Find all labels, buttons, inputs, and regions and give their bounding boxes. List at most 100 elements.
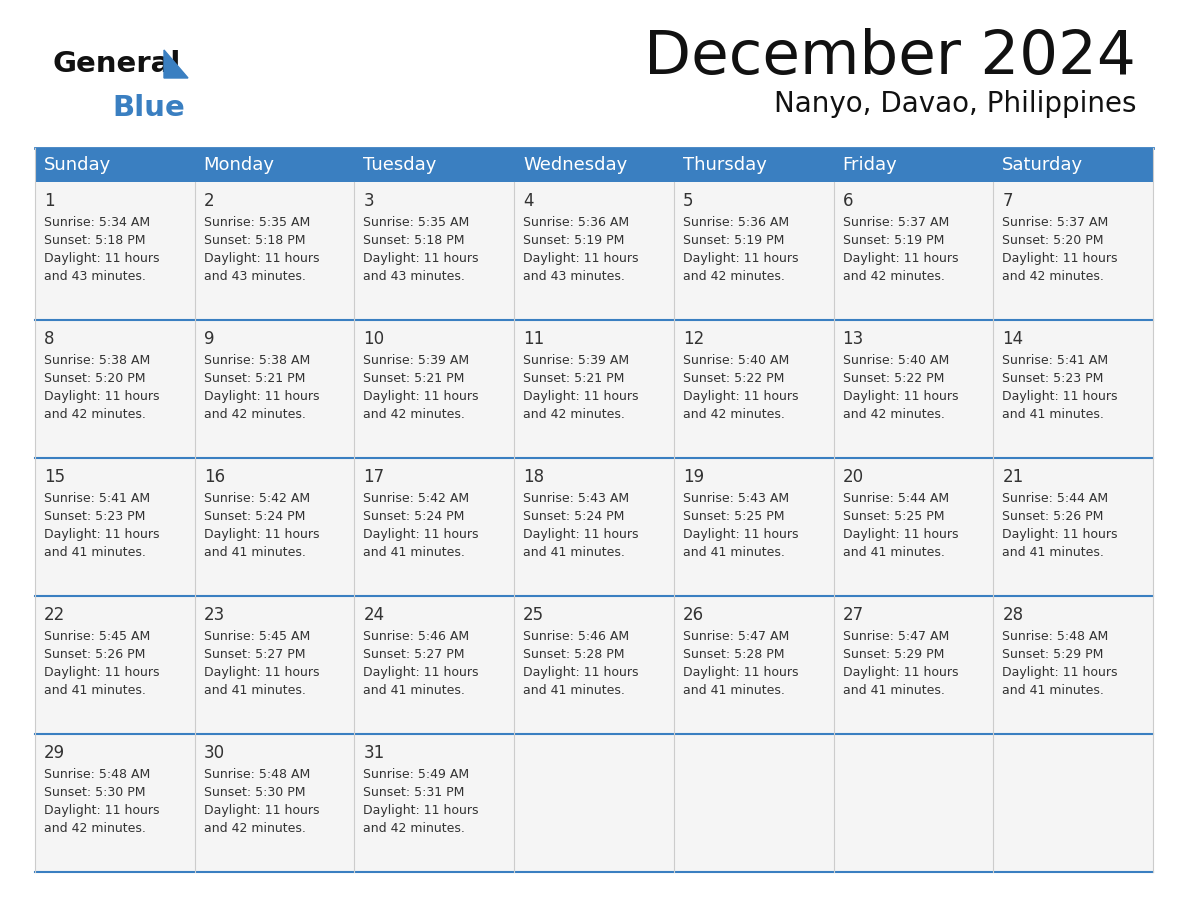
Text: Sunset: 5:22 PM: Sunset: 5:22 PM [842, 372, 944, 385]
Text: Sunrise: 5:34 AM: Sunrise: 5:34 AM [44, 216, 150, 229]
Text: 6: 6 [842, 192, 853, 210]
Text: Sunset: 5:26 PM: Sunset: 5:26 PM [1003, 510, 1104, 523]
Text: and 42 minutes.: and 42 minutes. [203, 822, 305, 835]
Text: and 42 minutes.: and 42 minutes. [842, 270, 944, 283]
Text: Daylight: 11 hours: Daylight: 11 hours [523, 528, 639, 541]
Text: Sunset: 5:19 PM: Sunset: 5:19 PM [523, 234, 625, 247]
Text: and 42 minutes.: and 42 minutes. [683, 408, 785, 421]
Text: Sunset: 5:18 PM: Sunset: 5:18 PM [203, 234, 305, 247]
Text: 3: 3 [364, 192, 374, 210]
Text: and 41 minutes.: and 41 minutes. [523, 684, 625, 697]
Text: Sunset: 5:30 PM: Sunset: 5:30 PM [203, 786, 305, 799]
Bar [34, 182, 195, 320]
Text: 9: 9 [203, 330, 214, 348]
Bar [195, 148, 354, 182]
Bar [354, 182, 514, 320]
Text: Sunset: 5:19 PM: Sunset: 5:19 PM [683, 234, 784, 247]
Text: and 41 minutes.: and 41 minutes. [683, 546, 785, 559]
Text: 12: 12 [683, 330, 704, 348]
Text: Daylight: 11 hours: Daylight: 11 hours [523, 666, 639, 679]
Text: Sunrise: 5:44 AM: Sunrise: 5:44 AM [1003, 492, 1108, 505]
Text: Sunset: 5:29 PM: Sunset: 5:29 PM [842, 648, 944, 661]
Text: Daylight: 11 hours: Daylight: 11 hours [1003, 666, 1118, 679]
Text: Sunset: 5:29 PM: Sunset: 5:29 PM [1003, 648, 1104, 661]
Text: 24: 24 [364, 606, 385, 624]
Text: Sunrise: 5:46 AM: Sunrise: 5:46 AM [364, 630, 469, 643]
Text: and 42 minutes.: and 42 minutes. [523, 408, 625, 421]
Text: and 41 minutes.: and 41 minutes. [364, 546, 466, 559]
Bar [34, 458, 195, 596]
Text: and 41 minutes.: and 41 minutes. [523, 546, 625, 559]
Text: and 41 minutes.: and 41 minutes. [44, 684, 146, 697]
Text: Monday: Monday [203, 156, 274, 174]
Text: Daylight: 11 hours: Daylight: 11 hours [44, 666, 159, 679]
Text: 22: 22 [44, 606, 65, 624]
Text: Sunset: 5:31 PM: Sunset: 5:31 PM [364, 786, 465, 799]
Text: Sunset: 5:25 PM: Sunset: 5:25 PM [842, 510, 944, 523]
Text: Sunset: 5:24 PM: Sunset: 5:24 PM [203, 510, 305, 523]
Bar [195, 182, 354, 320]
Text: 29: 29 [44, 744, 65, 762]
Text: 1: 1 [44, 192, 55, 210]
Bar [993, 320, 1154, 458]
Bar [834, 458, 993, 596]
Text: Sunrise: 5:43 AM: Sunrise: 5:43 AM [523, 492, 630, 505]
Text: Sunrise: 5:48 AM: Sunrise: 5:48 AM [203, 768, 310, 781]
Bar [834, 320, 993, 458]
Text: Daylight: 11 hours: Daylight: 11 hours [44, 252, 159, 265]
Text: and 41 minutes.: and 41 minutes. [364, 684, 466, 697]
Text: Daylight: 11 hours: Daylight: 11 hours [683, 528, 798, 541]
Bar [674, 320, 834, 458]
Text: Daylight: 11 hours: Daylight: 11 hours [1003, 528, 1118, 541]
Bar [195, 320, 354, 458]
Text: and 41 minutes.: and 41 minutes. [1003, 684, 1104, 697]
Bar [514, 148, 674, 182]
Text: and 41 minutes.: and 41 minutes. [44, 546, 146, 559]
Text: Sunset: 5:23 PM: Sunset: 5:23 PM [44, 510, 145, 523]
Text: Wednesday: Wednesday [523, 156, 627, 174]
Text: Sunrise: 5:41 AM: Sunrise: 5:41 AM [44, 492, 150, 505]
Text: and 41 minutes.: and 41 minutes. [1003, 546, 1104, 559]
Text: Sunrise: 5:40 AM: Sunrise: 5:40 AM [842, 354, 949, 367]
Bar [993, 182, 1154, 320]
Text: Daylight: 11 hours: Daylight: 11 hours [1003, 390, 1118, 403]
Text: 11: 11 [523, 330, 544, 348]
Text: and 42 minutes.: and 42 minutes. [1003, 270, 1104, 283]
Text: General: General [52, 50, 181, 78]
Text: Sunrise: 5:40 AM: Sunrise: 5:40 AM [683, 354, 789, 367]
Bar [195, 458, 354, 596]
Text: Daylight: 11 hours: Daylight: 11 hours [1003, 252, 1118, 265]
Text: Sunrise: 5:38 AM: Sunrise: 5:38 AM [44, 354, 150, 367]
Bar [993, 148, 1154, 182]
Text: Daylight: 11 hours: Daylight: 11 hours [842, 390, 958, 403]
Bar [514, 458, 674, 596]
Text: 5: 5 [683, 192, 694, 210]
Text: 2: 2 [203, 192, 214, 210]
Text: and 41 minutes.: and 41 minutes. [842, 684, 944, 697]
Text: Saturday: Saturday [1003, 156, 1083, 174]
Text: Nanyo, Davao, Philippines: Nanyo, Davao, Philippines [773, 90, 1136, 118]
Text: Tuesday: Tuesday [364, 156, 437, 174]
Text: and 42 minutes.: and 42 minutes. [44, 822, 146, 835]
Text: 7: 7 [1003, 192, 1013, 210]
Text: Sunday: Sunday [44, 156, 112, 174]
Bar [834, 148, 993, 182]
Bar [674, 596, 834, 734]
Text: 30: 30 [203, 744, 225, 762]
Bar [34, 320, 195, 458]
Text: Sunrise: 5:36 AM: Sunrise: 5:36 AM [683, 216, 789, 229]
Text: Daylight: 11 hours: Daylight: 11 hours [364, 528, 479, 541]
Text: Daylight: 11 hours: Daylight: 11 hours [44, 390, 159, 403]
Bar [514, 596, 674, 734]
Text: Sunrise: 5:42 AM: Sunrise: 5:42 AM [203, 492, 310, 505]
Text: Daylight: 11 hours: Daylight: 11 hours [364, 804, 479, 817]
Text: and 43 minutes.: and 43 minutes. [203, 270, 305, 283]
Text: 14: 14 [1003, 330, 1023, 348]
Bar [34, 734, 195, 872]
Text: Daylight: 11 hours: Daylight: 11 hours [44, 804, 159, 817]
Text: and 42 minutes.: and 42 minutes. [683, 270, 785, 283]
Text: Sunset: 5:19 PM: Sunset: 5:19 PM [842, 234, 944, 247]
Bar [34, 148, 195, 182]
Text: 17: 17 [364, 468, 385, 486]
Text: 26: 26 [683, 606, 704, 624]
